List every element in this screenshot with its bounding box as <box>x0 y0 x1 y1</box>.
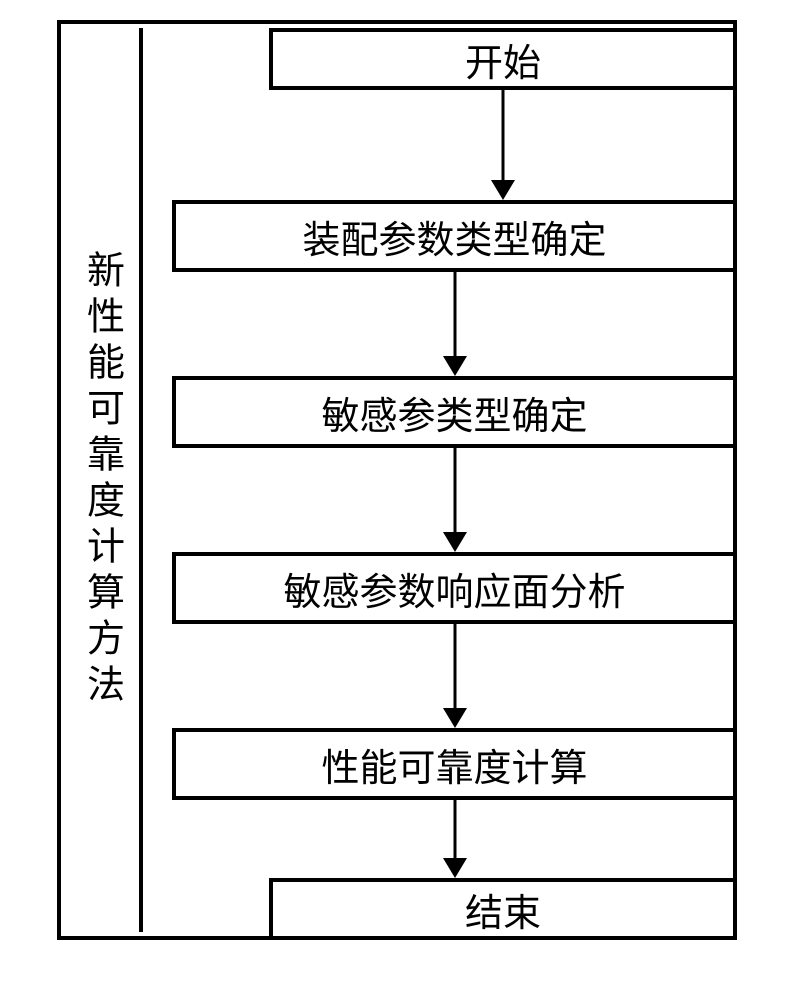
arrow-head-icon <box>443 356 467 376</box>
flow-node-end: 结束 <box>269 878 737 940</box>
flow-node-step2: 敏感参类型确定 <box>172 376 737 448</box>
flow-node-label: 装配参数类型确定 <box>302 209 606 264</box>
flow-node-step4: 性能可靠度计算 <box>172 728 737 800</box>
arrow-head-icon <box>443 858 467 878</box>
main-flow-area: 开始装配参数类型确定敏感参类型确定敏感参数响应面分析性能可靠度计算结束 <box>147 28 729 932</box>
sidebar-title: 新性能可靠度计算方法 <box>75 250 130 710</box>
sidebar: 新性能可靠度计算方法 <box>65 28 143 932</box>
flowchart-container: 新性能可靠度计算方法 开始装配参数类型确定敏感参类型确定敏感参数响应面分析性能可… <box>57 20 737 940</box>
arrow-head-icon <box>491 180 515 200</box>
flow-arrow <box>443 272 467 376</box>
flow-node-label: 敏感参数响应面分析 <box>283 561 625 616</box>
flow-node-label: 性能可靠度计算 <box>321 737 587 792</box>
flow-arrow <box>443 624 467 728</box>
arrow-head-icon <box>443 532 467 552</box>
flow-node-start: 开始 <box>269 28 737 90</box>
flow-arrow <box>491 90 515 200</box>
outer-frame: 新性能可靠度计算方法 开始装配参数类型确定敏感参类型确定敏感参数响应面分析性能可… <box>57 20 737 940</box>
arrow-head-icon <box>443 708 467 728</box>
flow-node-step3: 敏感参数响应面分析 <box>172 552 737 624</box>
flow-arrow <box>443 448 467 552</box>
flow-node-step1: 装配参数类型确定 <box>172 200 737 272</box>
flow-node-label: 结束 <box>465 882 541 937</box>
flow-node-label: 敏感参类型确定 <box>321 385 587 440</box>
flow-arrow <box>443 800 467 878</box>
flow-node-label: 开始 <box>465 32 541 87</box>
